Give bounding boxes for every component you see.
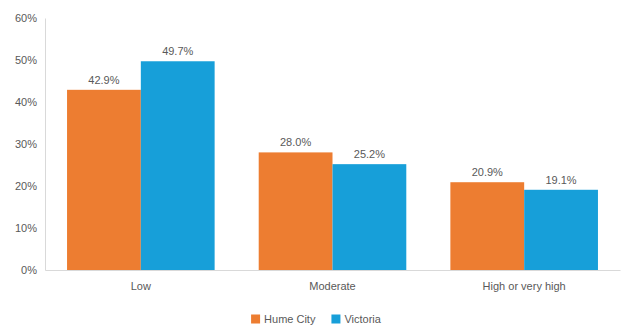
x-tick-label: High or very high: [483, 280, 566, 292]
x-tick: Moderate: [309, 270, 355, 292]
y-tick: 30%: [15, 138, 45, 150]
bar: [141, 61, 215, 270]
plot: 0% 10% 20% 30% 40% 50% 60% Low Moderate High or v…: [15, 12, 621, 292]
data-label: 19.1%: [545, 174, 576, 186]
bar: [333, 164, 407, 270]
y-axis: 0% 10% 20% 30% 40% 50% 60%: [15, 12, 46, 276]
x-axis: Low Moderate High or very high: [46, 270, 621, 292]
bars: [67, 61, 598, 270]
y-tick-label: 60%: [15, 12, 37, 24]
legend-item: Hume City: [251, 313, 316, 325]
y-tick: 0%: [21, 264, 45, 276]
x-axis-line: [46, 270, 621, 271]
legend-item: Victoria: [331, 313, 381, 325]
data-label: 28.0%: [280, 136, 311, 148]
y-tick-label: 20%: [15, 180, 37, 192]
y-tick-label: 30%: [15, 138, 37, 150]
x-tick-label: Low: [131, 280, 151, 292]
y-tick-label: 10%: [15, 222, 37, 234]
chart: 0% 10% 20% 30% 40% 50% 60% Low Moderate High or v…: [0, 0, 632, 335]
y-tick: 60%: [15, 12, 45, 24]
legend-label: Victoria: [344, 313, 381, 325]
y-tick: 40%: [15, 96, 45, 108]
legend-swatch: [251, 315, 260, 324]
y-tick: 20%: [15, 180, 45, 192]
y-tick-label: 40%: [15, 96, 37, 108]
legend: Hume City Victoria: [251, 313, 382, 325]
data-label: 42.9%: [88, 74, 119, 86]
y-tick-label: 50%: [15, 54, 37, 66]
bar: [450, 182, 524, 270]
x-tick-label: Moderate: [309, 280, 355, 292]
data-label: 49.7%: [162, 45, 193, 57]
legend-label: Hume City: [264, 313, 316, 325]
y-axis-line: [45, 19, 46, 271]
bar: [259, 152, 333, 270]
x-tick: High or very high: [483, 270, 566, 292]
data-label: 25.2%: [354, 148, 385, 160]
bar: [524, 190, 598, 270]
data-labels: 42.9% 28.0% 20.9% 49.7% 25.2% 19.1%: [88, 45, 577, 186]
y-tick: 50%: [15, 54, 45, 66]
legend-swatch: [331, 315, 340, 324]
data-label: 20.9%: [472, 166, 503, 178]
bar: [67, 90, 141, 270]
y-tick: 10%: [15, 222, 45, 234]
x-tick: Low: [131, 270, 151, 292]
y-tick-label: 0%: [21, 264, 37, 276]
